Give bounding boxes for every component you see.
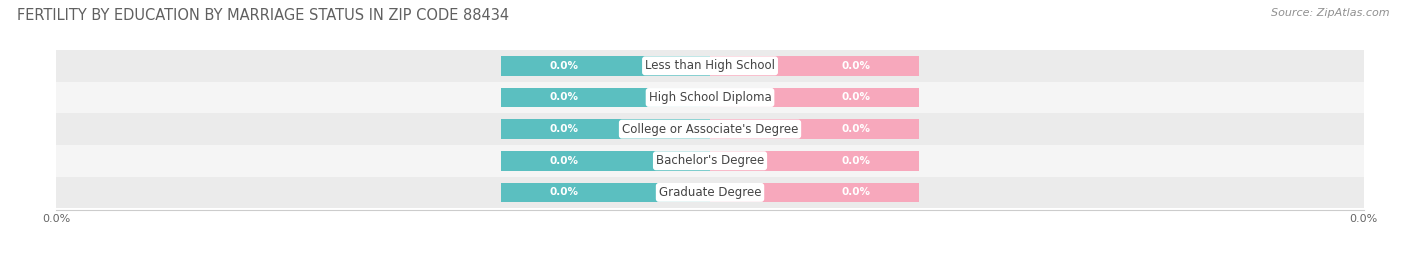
Bar (501, 151, 710, 171)
Text: 0.0%: 0.0% (550, 187, 578, 197)
Bar (710, 119, 920, 139)
Bar (56, 176, 1364, 208)
Text: 0.0%: 0.0% (550, 124, 578, 134)
Bar (56, 82, 1364, 113)
Bar (710, 56, 920, 76)
Text: Bachelor's Degree: Bachelor's Degree (657, 154, 763, 167)
Text: College or Associate's Degree: College or Associate's Degree (621, 123, 799, 136)
Text: 0.0%: 0.0% (550, 156, 578, 166)
Text: 0.0%: 0.0% (550, 61, 578, 71)
Text: Less than High School: Less than High School (645, 59, 775, 72)
Bar (56, 113, 1364, 145)
Bar (501, 119, 710, 139)
Text: FERTILITY BY EDUCATION BY MARRIAGE STATUS IN ZIP CODE 88434: FERTILITY BY EDUCATION BY MARRIAGE STATU… (17, 8, 509, 23)
Bar (501, 183, 710, 202)
Text: 0.0%: 0.0% (842, 93, 870, 102)
Text: 0.0%: 0.0% (842, 124, 870, 134)
Bar (710, 88, 920, 107)
Text: Source: ZipAtlas.com: Source: ZipAtlas.com (1271, 8, 1389, 18)
Bar (56, 145, 1364, 176)
Text: 0.0%: 0.0% (842, 61, 870, 71)
Text: 0.0%: 0.0% (842, 156, 870, 166)
Bar (501, 56, 710, 76)
Text: 0.0%: 0.0% (550, 93, 578, 102)
Text: 0.0%: 0.0% (842, 187, 870, 197)
Bar (710, 151, 920, 171)
Bar (56, 50, 1364, 82)
Bar (501, 88, 710, 107)
Text: Graduate Degree: Graduate Degree (659, 186, 761, 199)
Bar (710, 183, 920, 202)
Text: High School Diploma: High School Diploma (648, 91, 772, 104)
